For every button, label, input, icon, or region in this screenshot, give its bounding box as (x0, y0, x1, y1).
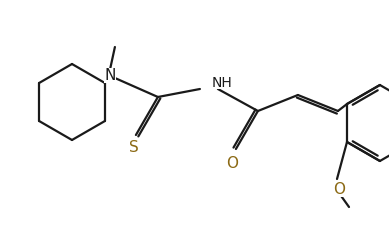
Text: N: N (104, 68, 116, 83)
Text: O: O (333, 182, 345, 197)
Text: S: S (129, 140, 139, 155)
Text: NH: NH (212, 76, 233, 90)
Text: O: O (226, 155, 238, 170)
